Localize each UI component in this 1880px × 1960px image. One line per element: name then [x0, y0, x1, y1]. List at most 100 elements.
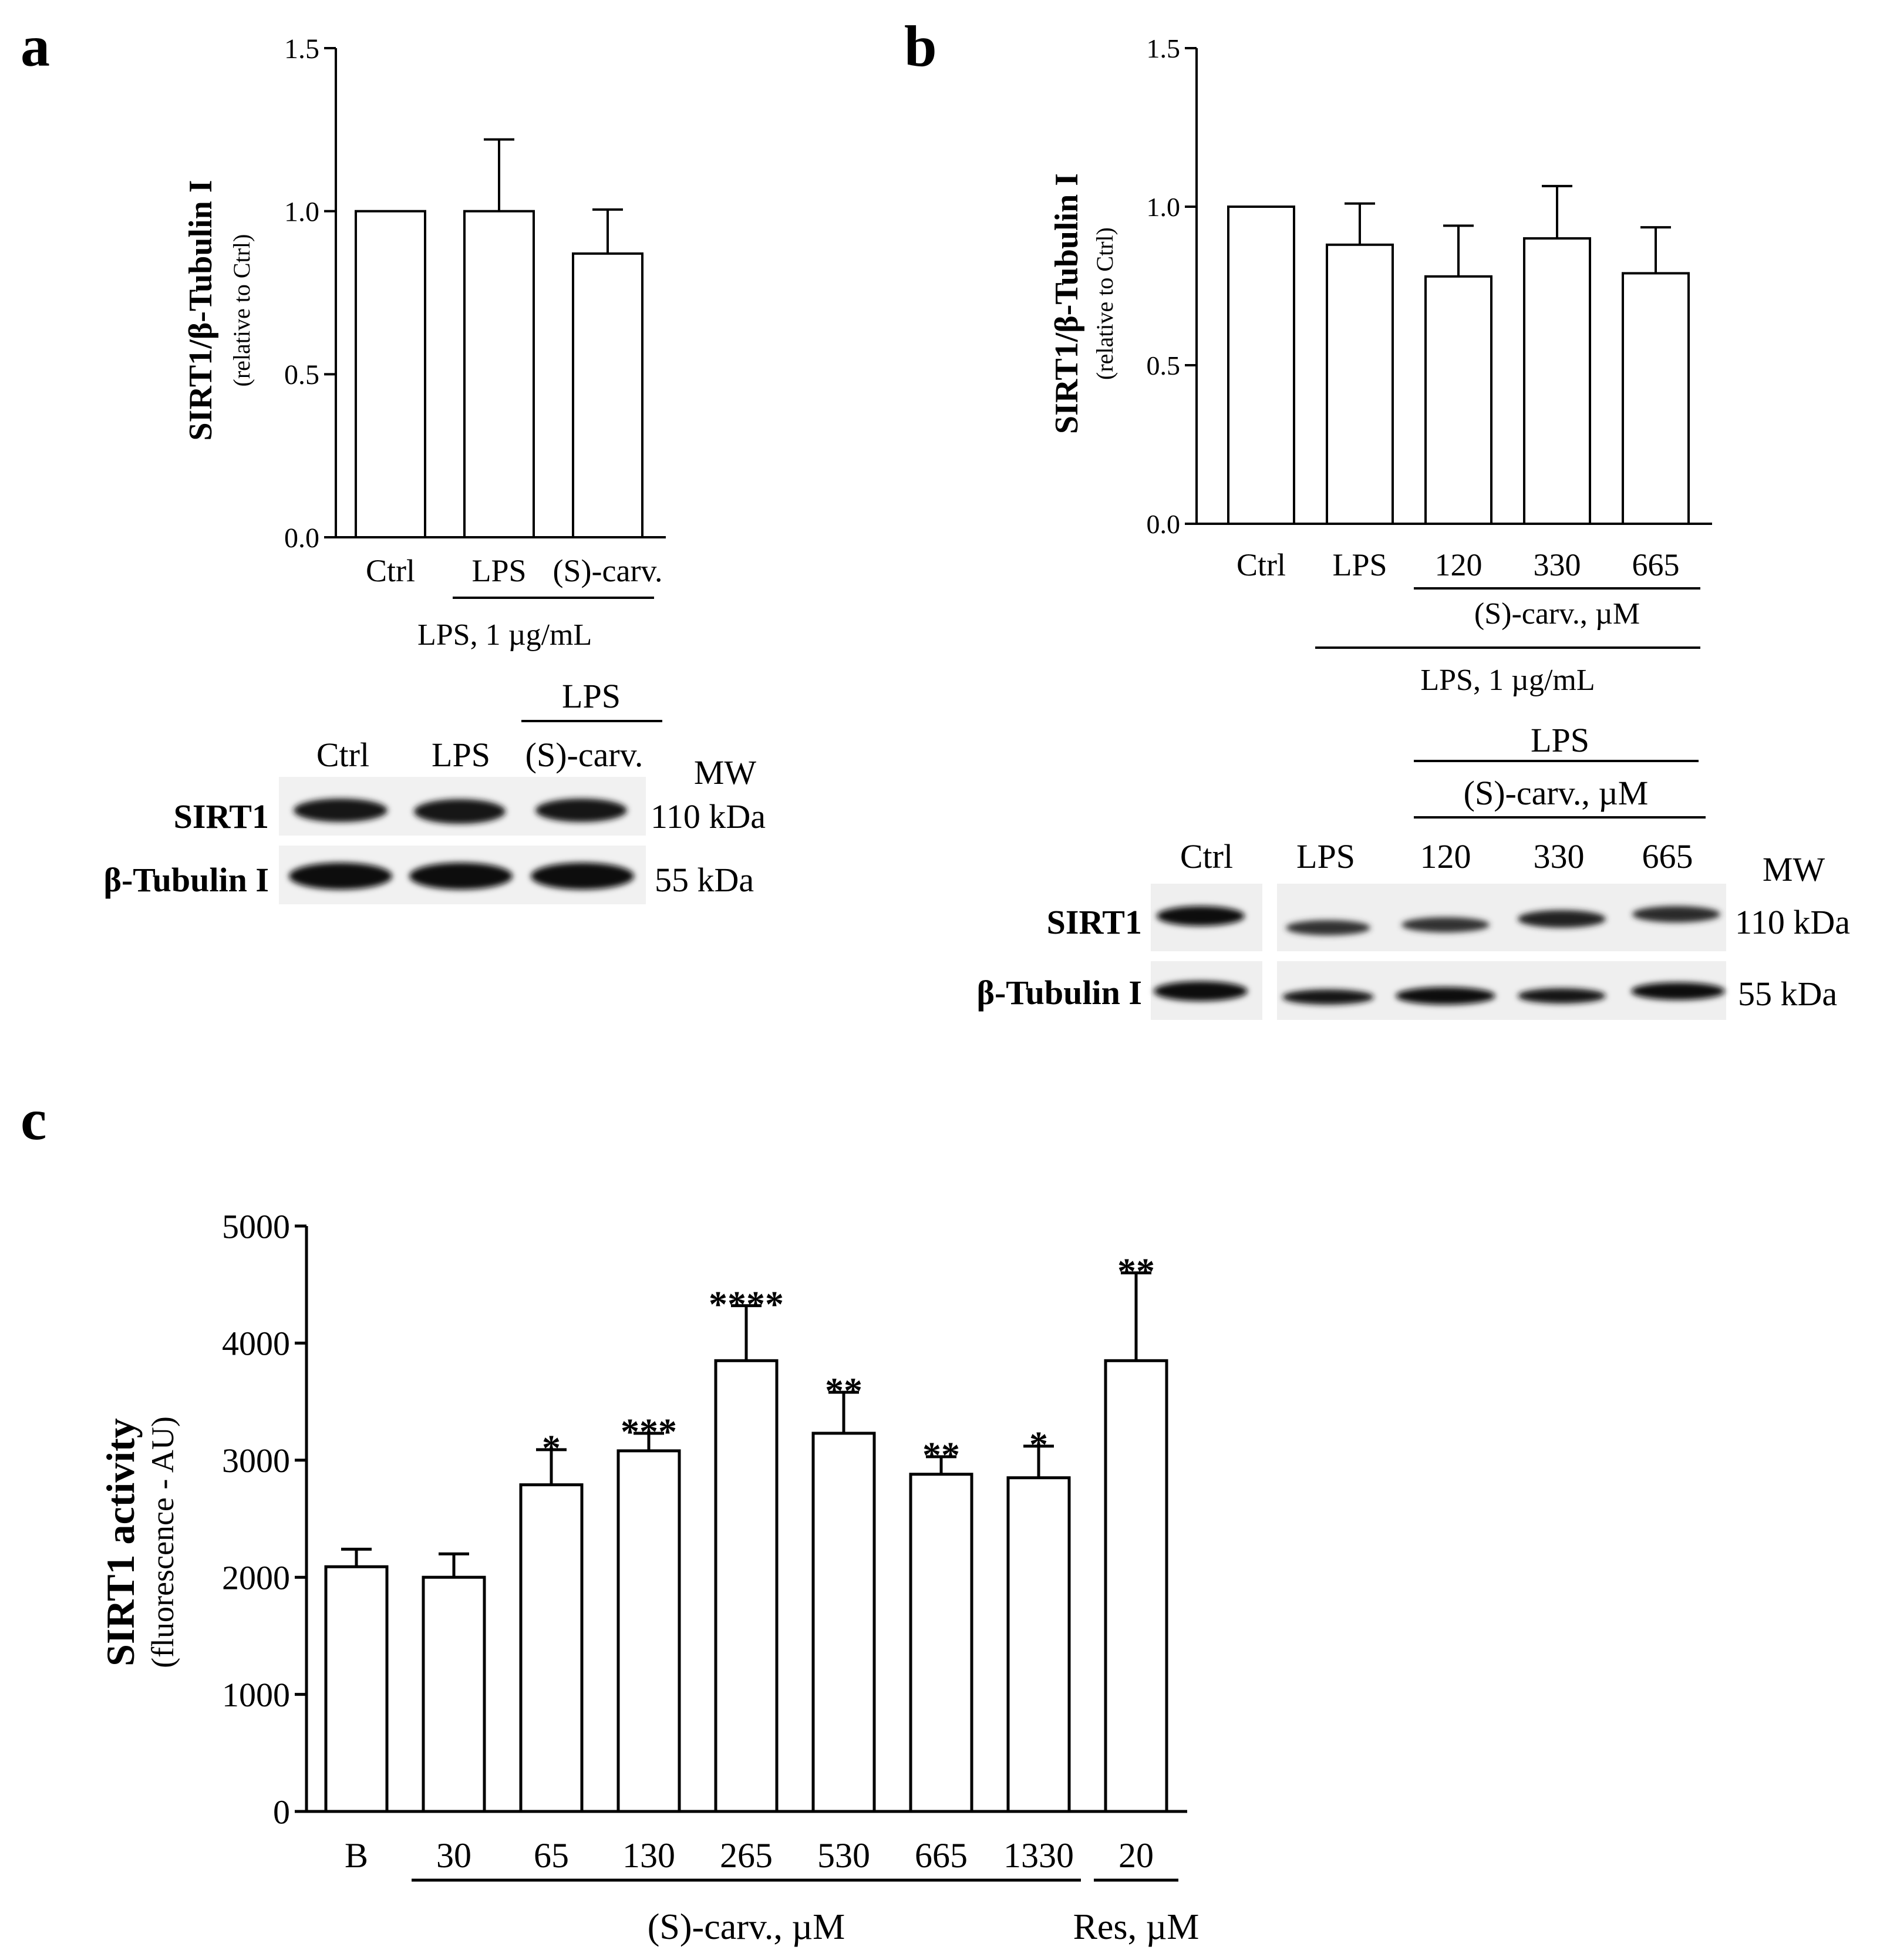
- blot-b-lane-lps: LPS: [1296, 837, 1355, 875]
- x-category-label: 30: [436, 1836, 471, 1875]
- bar: [616, 1449, 681, 1813]
- blot-a-band-tubulin-ctrl: [289, 863, 392, 890]
- blot-a-band-tubulin-carv: [531, 863, 634, 890]
- y-tick-label: 0.5: [284, 359, 319, 390]
- x-category-label: 530: [817, 1836, 870, 1875]
- blot-b-lane-665: 665: [1642, 837, 1693, 875]
- significance-mark: **: [922, 1434, 960, 1476]
- blot-b-band-sirt1-665: [1632, 906, 1720, 922]
- blot-a-mw-tubulin: 55 kDa: [655, 861, 754, 899]
- bar: [519, 1483, 584, 1813]
- blot-b-protein-tubulin: β-Tubulin I: [976, 974, 1142, 1012]
- x-category-label: Ctrl: [366, 553, 415, 588]
- y-axis-subtitle: (fluorescence - AU): [145, 1416, 180, 1668]
- x-category-label: 20: [1118, 1836, 1154, 1875]
- blot-b-band-tubulin-lps: [1282, 989, 1374, 1005]
- blot-a-mw-sirt1: 110 kDa: [651, 797, 766, 836]
- bar: [1424, 275, 1492, 525]
- significance-mark: **: [1117, 1251, 1155, 1292]
- bar: [909, 1473, 973, 1813]
- y-tick-label: 1.5: [284, 33, 319, 65]
- x-category-label: (S)-carv.: [553, 553, 663, 588]
- panel-letter-c: c: [21, 1087, 46, 1152]
- significance-mark: *: [542, 1427, 561, 1469]
- blot-b-band-sirt1-lps: [1286, 920, 1370, 935]
- chart-a: 0.0 0.5 1.0 1.5 SIRT1/β-Tubulin I (relative t…: [183, 33, 666, 652]
- significance-mark: ***: [621, 1411, 677, 1453]
- y-tick-label: 1.5: [1147, 33, 1181, 63]
- blot-a-band-sirt1-lps: [414, 799, 506, 824]
- x-category-label: Ctrl: [1237, 547, 1286, 582]
- blot-b-sub-label: (S)-carv., µM: [1464, 774, 1649, 812]
- y-tick-label: 0: [273, 1793, 290, 1831]
- y-axis-title: SIRT1 activity: [98, 1418, 143, 1666]
- blot-a-protein-tubulin: β-Tubulin I: [103, 861, 269, 899]
- bar: [324, 1565, 389, 1813]
- bar: [1523, 237, 1591, 525]
- blot-a-protein-sirt1: SIRT1: [174, 797, 269, 836]
- bar: [1227, 206, 1295, 525]
- y-tick-label: 2000: [222, 1559, 290, 1597]
- y-tick-label: 3000: [222, 1442, 290, 1480]
- blot-b-mw-sirt1: 110 kDa: [1735, 903, 1850, 941]
- western-blot-a: LPS Ctrl LPS (S)-carv. MW SIRT1 β-Tubuli…: [103, 677, 766, 904]
- blot-a-mw-header: MW: [694, 753, 757, 792]
- bar: [1326, 243, 1394, 525]
- western-blot-b: LPS (S)-carv., µM Ctrl LPS 120 330 665 M…: [976, 721, 1850, 1020]
- x-category-label: 665: [1632, 547, 1680, 582]
- x-category-label: LPS: [471, 553, 526, 588]
- bar: [1622, 272, 1690, 525]
- y-tick-label: 5000: [222, 1207, 290, 1245]
- blot-b-band-tubulin-330: [1518, 988, 1606, 1003]
- blot-a-band-tubulin-lps: [409, 863, 513, 890]
- y-tick-label: 0.0: [284, 523, 319, 554]
- x-category-label: 120: [1435, 547, 1483, 582]
- y-axis-subtitle: (relative to Ctrl): [228, 234, 255, 387]
- y-tick-label: 1.0: [284, 196, 319, 227]
- blot-b-group-label: LPS: [1531, 721, 1589, 759]
- blot-a-lane-ctrl: Ctrl: [316, 736, 369, 774]
- blot-b-protein-sirt1: SIRT1: [1047, 903, 1142, 941]
- significance-mark: **: [825, 1370, 862, 1412]
- y-tick-label: 1.0: [1147, 192, 1181, 222]
- blot-b-band-tubulin-665: [1631, 982, 1725, 1000]
- blot-b-band-tubulin-ctrl: [1154, 981, 1248, 1001]
- bar: [572, 252, 643, 538]
- chart-c: 0 1000 2000 3000 4000 5000 SIRT1 activity (fluo…: [98, 1207, 1199, 1947]
- group-label: LPS, 1 µg/mL: [417, 618, 592, 652]
- x-category-label: LPS: [1332, 547, 1387, 582]
- blot-b-mw-header: MW: [1763, 850, 1825, 888]
- significance-mark: *: [1029, 1424, 1048, 1466]
- group-label: (S)-carv., µM: [648, 1907, 845, 1947]
- blot-b-band-sirt1-330: [1518, 910, 1606, 928]
- x-category-label: 1330: [1003, 1836, 1074, 1875]
- chart-b: 0.0 0.5 1.0 1.5 SIRT1/β-Tubulin I (relative t…: [1049, 33, 1712, 697]
- y-axis-subtitle: (relative to Ctrl): [1091, 227, 1118, 380]
- bar: [463, 210, 535, 538]
- blot-a-lane-lps: LPS: [432, 736, 490, 774]
- group-label: Res, µM: [1073, 1907, 1200, 1947]
- x-category-label: B: [345, 1836, 368, 1875]
- y-axis-title: SIRT1/β-Tubulin I: [183, 180, 219, 440]
- blot-b-lane-ctrl: Ctrl: [1180, 837, 1233, 875]
- blot-a-lane-carv: (S)-carv.: [525, 736, 643, 774]
- y-tick-label: 1000: [222, 1676, 290, 1714]
- bar: [1006, 1476, 1071, 1813]
- x-category-label: 265: [720, 1836, 773, 1875]
- y-tick-label: 0.0: [1147, 509, 1181, 539]
- group-label: (S)-carv., µM: [1474, 597, 1640, 631]
- group-label: LPS, 1 µg/mL: [1420, 664, 1595, 697]
- y-tick-label: 4000: [222, 1325, 290, 1363]
- bar: [811, 1432, 876, 1813]
- x-category-label: 665: [915, 1836, 968, 1875]
- blot-b-band-tubulin-120: [1396, 987, 1495, 1005]
- bar: [422, 1575, 486, 1813]
- x-category-label: 330: [1534, 547, 1581, 582]
- blot-b-band-sirt1-120: [1401, 917, 1490, 932]
- y-axis-title: SIRT1/β-Tubulin I: [1049, 173, 1085, 434]
- bar: [1104, 1359, 1168, 1813]
- blot-b-mw-tubulin: 55 kDa: [1738, 975, 1837, 1013]
- y-tick-label: 0.5: [1147, 351, 1181, 380]
- blot-a-band-sirt1-carv: [535, 799, 627, 822]
